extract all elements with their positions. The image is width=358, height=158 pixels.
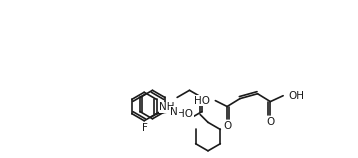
Text: HO: HO — [177, 109, 193, 119]
Text: F: F — [142, 123, 148, 133]
Text: HO: HO — [194, 96, 211, 106]
Text: O: O — [266, 117, 275, 127]
Text: OH: OH — [288, 91, 304, 101]
Text: O: O — [223, 121, 231, 131]
Text: NH: NH — [159, 103, 175, 112]
Text: N: N — [170, 107, 178, 117]
